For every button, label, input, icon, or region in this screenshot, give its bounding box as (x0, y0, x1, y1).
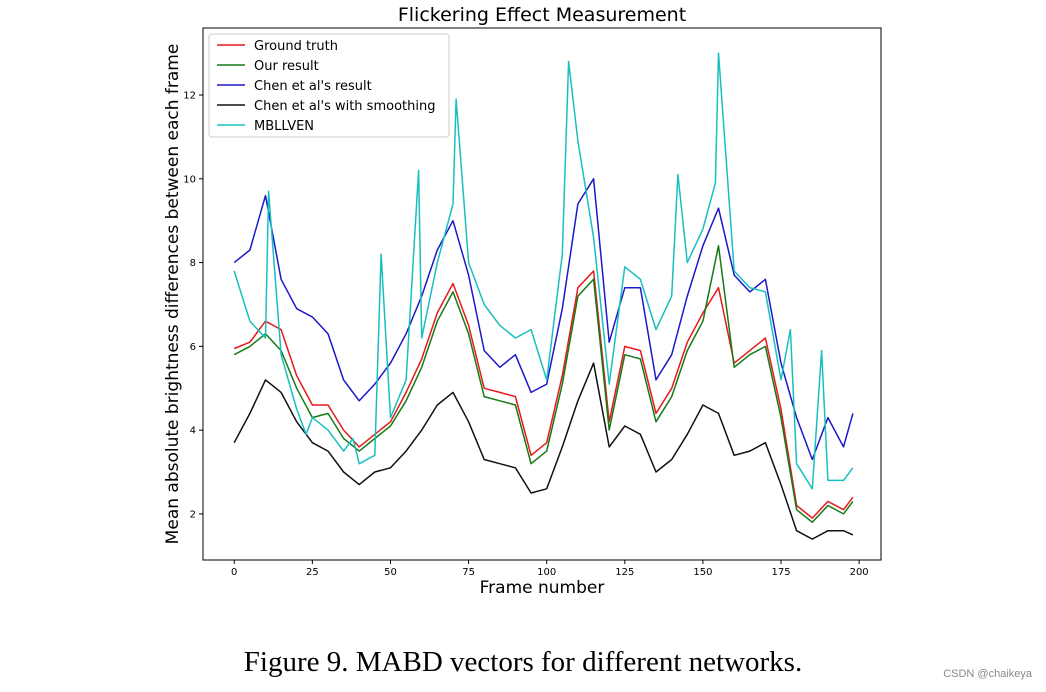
x-axis-label: Frame number (480, 578, 605, 598)
legend-label-ground-truth: Ground truth (254, 39, 338, 54)
x-tick-label: 50 (384, 567, 397, 578)
x-tick-label: 25 (306, 567, 319, 578)
y-tick-label: 12 (183, 91, 196, 102)
x-tick-label: 0 (231, 567, 237, 578)
x-tick-label: 200 (850, 567, 869, 578)
y-tick-label: 10 (183, 174, 196, 185)
figure-caption: Figure 9. MABD vectors for different net… (243, 646, 803, 678)
series-line-chen-et-al-s-result (233, 178, 854, 461)
x-tick-label: 125 (615, 567, 634, 578)
legend-box (208, 33, 450, 138)
series-line-ground-truth (233, 270, 854, 519)
x-tick-label: 100 (537, 567, 556, 578)
legend: Ground truth Our result Chen et al's resul… (208, 33, 450, 138)
y-tick-label: 2 (190, 509, 196, 520)
series-layer (233, 52, 854, 540)
legend-label-chen-et-al-s-result: Chen et al's result (254, 79, 372, 94)
watermark: CSDN @chaikeya (943, 668, 1032, 680)
axis-layer: 0 25 50 75 100 125 150 175 200 2 4 6 8 10 12 (183, 91, 868, 578)
legend-entries: Ground truth Our result Chen et al's resul… (217, 39, 435, 134)
chart-title: Flickering Effect Measurement (398, 4, 686, 26)
y-axis-label: Mean absolute brightness differences bet… (163, 44, 183, 545)
y-tick-label: 4 (190, 426, 196, 437)
x-tick-label: 150 (693, 567, 712, 578)
x-tick-label: 75 (462, 567, 475, 578)
legend-label-mbllven: MBLLVEN (254, 119, 314, 134)
x-tick-label: 175 (771, 567, 790, 578)
series-line-chen-et-al-s-with-smoothing (233, 362, 854, 540)
legend-label-our-result: Our result (254, 59, 319, 74)
y-tick-label: 8 (190, 258, 196, 269)
series-line-our-result (233, 245, 854, 524)
series-line-mbllven (233, 52, 854, 490)
y-tick-label: 6 (190, 342, 196, 353)
chart: Flickering Effect Measurement 0 25 50 75 100… (163, 4, 882, 598)
legend-label-chen-et-al-s-with-smoothing: Chen et al's with smoothing (254, 99, 435, 114)
